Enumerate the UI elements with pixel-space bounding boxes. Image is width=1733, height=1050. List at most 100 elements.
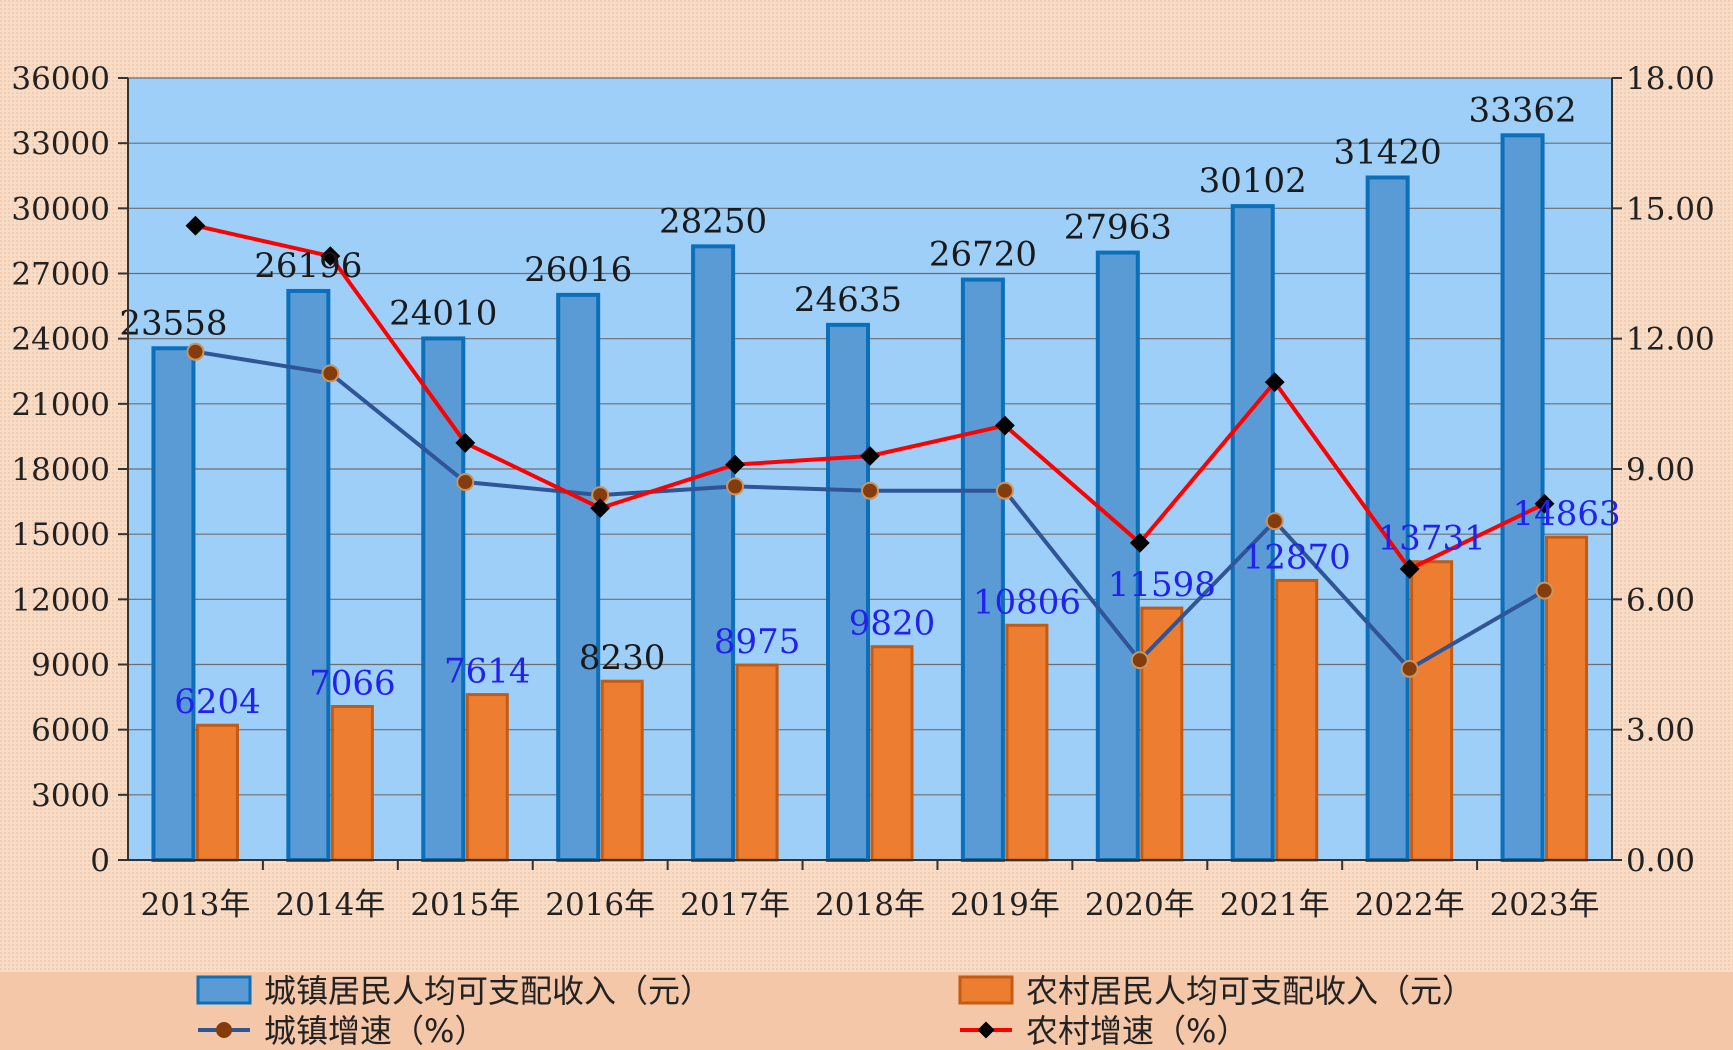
legend-swatch-urban-bar (196, 975, 252, 1005)
rural-income-label: 12870 (1243, 537, 1351, 577)
rural-income-label: 8975 (714, 622, 801, 662)
legend-rural-income-label: 农村居民人均可支配收入（元） (1026, 972, 1474, 1010)
rural-income-bar (1140, 606, 1184, 862)
urban-income-label: 27963 (1064, 208, 1172, 248)
rural-growth-point (455, 433, 476, 453)
x-tick-label: 2014年 (275, 887, 385, 923)
urban-income-bar (1095, 250, 1140, 863)
left-tick-label: 30000 (11, 191, 110, 227)
x-tick-label: 2015年 (410, 887, 520, 923)
legend-urban-income-label: 城镇居民人均可支配收入（元） (264, 972, 712, 1010)
urban-income-bar (556, 292, 601, 862)
legend-swatch-rural-marker (977, 1021, 995, 1039)
left-tick-label: 24000 (11, 322, 110, 358)
left-tick-label: 18000 (11, 452, 110, 488)
urban-income-bar (151, 346, 196, 862)
urban-growth-point (861, 481, 879, 500)
rural-growth-point (1399, 559, 1420, 579)
rural-income-bar (195, 723, 239, 862)
rural-income-bar (870, 645, 914, 862)
urban-growth-point (726, 477, 745, 496)
x-tick-label: 2019年 (950, 887, 1060, 923)
right-tick-label: 9.00 (1626, 452, 1695, 488)
x-tick-label: 2020年 (1085, 887, 1195, 923)
x-tick-label: 2023年 (1490, 887, 1600, 923)
rural-growth-point (185, 215, 206, 236)
rural-growth-point (725, 454, 745, 475)
left-tick-label: 6000 (31, 713, 110, 749)
urban-growth-point (1535, 581, 1554, 600)
left-tick-label: 21000 (11, 387, 110, 423)
rural-growth-point (320, 246, 341, 267)
urban-growth-point (1265, 512, 1284, 531)
rural-income-bar (1545, 535, 1589, 862)
urban-income-bar (286, 288, 331, 862)
rural-income-label: 8230 (579, 638, 666, 678)
legend-rural-growth-label: 农村增速（%） (1026, 1012, 1248, 1050)
right-tick-label: 6.00 (1626, 582, 1695, 618)
right-tick-label: 12.00 (1626, 322, 1715, 358)
right-tick-label: 18.00 (1626, 61, 1715, 97)
urban-growth-point (995, 481, 1014, 500)
urban-income-label: 28250 (659, 201, 767, 241)
rural-income-bar (735, 663, 779, 862)
urban-income-bar (960, 277, 1005, 862)
urban-growth-point (186, 342, 205, 361)
x-tick-label: 2017年 (680, 887, 790, 923)
rural-income-label: 9820 (849, 604, 936, 644)
rural-income-label: 13731 (1378, 519, 1486, 559)
urban-income-label: 24010 (389, 293, 497, 333)
left-tick-label: 15000 (11, 517, 110, 553)
urban-income-bar (826, 322, 870, 862)
x-tick-label: 2022年 (1355, 887, 1465, 923)
rural-income-label: 7066 (309, 664, 396, 704)
right-tick-label: 15.00 (1626, 191, 1715, 227)
urban-income-label: 26720 (929, 235, 1037, 275)
legend-background (0, 972, 1733, 1050)
rural-income-label: 11598 (1108, 565, 1216, 605)
legend-swatch-urban-marker (216, 1022, 232, 1038)
urban-income-label: 30102 (1199, 161, 1307, 201)
left-tick-label: 27000 (11, 257, 110, 293)
x-tick-label: 2021年 (1220, 887, 1330, 923)
legend-urban-growth-label: 城镇增速（%） (264, 1012, 486, 1050)
x-tick-label: 2016年 (545, 887, 655, 923)
urban-growth-point (456, 473, 475, 492)
rural-income-label: 10806 (973, 582, 1081, 622)
urban-income-label: 31420 (1334, 132, 1442, 172)
legend-swatch-rural-bar (958, 975, 1014, 1005)
right-tick-label: 3.00 (1626, 713, 1695, 749)
left-tick-label: 33000 (11, 126, 110, 162)
rural-income-bar (600, 679, 644, 862)
urban-growth-point (321, 364, 340, 383)
urban-growth-point (1130, 651, 1149, 670)
rural-growth-point (1264, 372, 1285, 393)
x-tick-label: 2013年 (141, 887, 251, 923)
x-tick-label: 2018年 (815, 887, 925, 923)
rural-income-bar (465, 693, 509, 862)
left-tick-label: 3000 (31, 778, 110, 814)
rural-income-label: 7614 (444, 652, 531, 692)
left-tick-label: 12000 (11, 582, 110, 618)
urban-growth-point (1400, 659, 1419, 678)
urban-income-label: 23558 (119, 303, 227, 343)
urban-income-bar (691, 244, 736, 862)
left-tick-label: 36000 (11, 61, 110, 97)
left-tick-label: 9000 (31, 648, 110, 684)
urban-income-label: 33362 (1468, 90, 1576, 130)
rural-growth-point (995, 415, 1015, 436)
rural-income-label: 14863 (1512, 494, 1620, 534)
rural-income-bar (1275, 578, 1319, 862)
rural-income-bar (330, 705, 374, 862)
urban-income-label: 26016 (524, 250, 632, 290)
rural-income-bar (1005, 623, 1049, 862)
rural-income-label: 6204 (174, 682, 261, 722)
rural-income-bar (1410, 560, 1454, 862)
urban-income-label: 26196 (254, 246, 362, 286)
urban-income-label: 24635 (794, 280, 902, 320)
rural-growth-point (1534, 493, 1555, 514)
right-tick-label: 0.00 (1626, 843, 1695, 879)
urban-income-bar (421, 336, 466, 862)
